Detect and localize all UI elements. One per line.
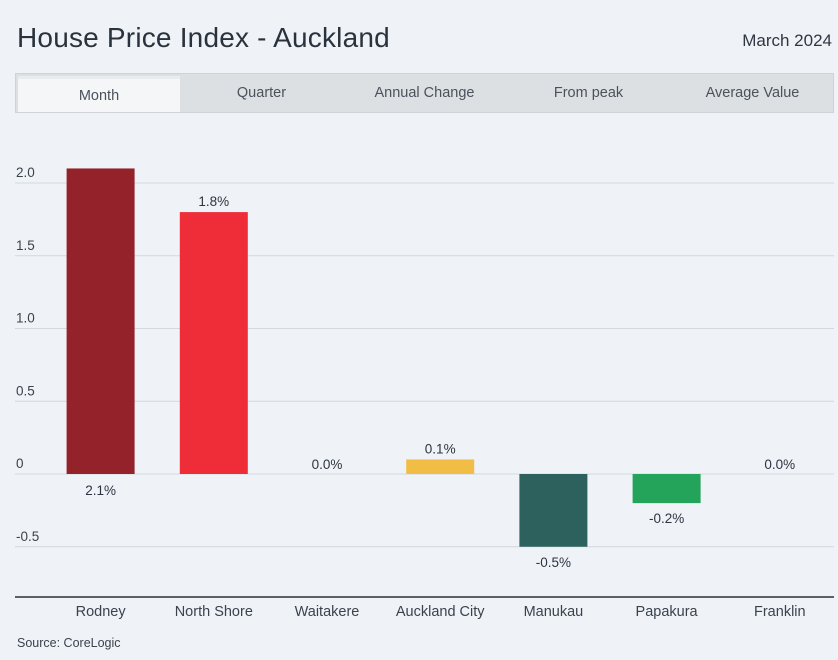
y-tick-label: 1.5 — [16, 238, 35, 253]
data-label: 0.1% — [425, 441, 456, 456]
report-date: March 2024 — [742, 31, 832, 50]
category-label: Manukau — [524, 604, 584, 620]
category-label: Franklin — [754, 604, 806, 620]
y-tick-label: 0 — [16, 456, 24, 471]
page-title: House Price Index - Auckland — [17, 22, 390, 53]
metric-tabs: Month Quarter Annual Change From peak Av… — [15, 73, 834, 113]
category-label: Rodney — [76, 604, 127, 620]
tab-quarter[interactable]: Quarter — [236, 85, 287, 101]
data-label: 0.0% — [764, 457, 795, 472]
bar-papakura — [632, 474, 701, 504]
category-label: Papakura — [636, 604, 699, 620]
y-tick-label: -0.5 — [16, 529, 39, 544]
category-label: Auckland City — [396, 604, 485, 620]
data-label: 0.0% — [312, 457, 343, 472]
tab-annual-change[interactable]: Annual Change — [374, 85, 475, 101]
bar-rodney — [66, 168, 135, 474]
tab-month[interactable]: Month — [18, 76, 180, 112]
data-label: 2.1% — [85, 483, 116, 498]
bar-north-shore — [179, 212, 248, 474]
y-tick-label: 0.5 — [16, 383, 35, 398]
y-tick-label: 2.0 — [16, 165, 35, 180]
category-label: North Shore — [175, 604, 253, 620]
tab-average-value[interactable]: Average Value — [705, 85, 800, 101]
category-label: Waitakere — [295, 604, 360, 620]
source-note: Source: CoreLogic — [17, 636, 121, 650]
data-label: -0.2% — [649, 511, 684, 526]
tab-from-peak[interactable]: From peak — [553, 85, 624, 101]
data-label: 1.8% — [198, 194, 229, 209]
bar-manukau — [519, 474, 588, 547]
bar-auckland-city — [406, 459, 475, 474]
data-label: -0.5% — [536, 555, 571, 570]
y-tick-label: 1.0 — [16, 311, 35, 326]
